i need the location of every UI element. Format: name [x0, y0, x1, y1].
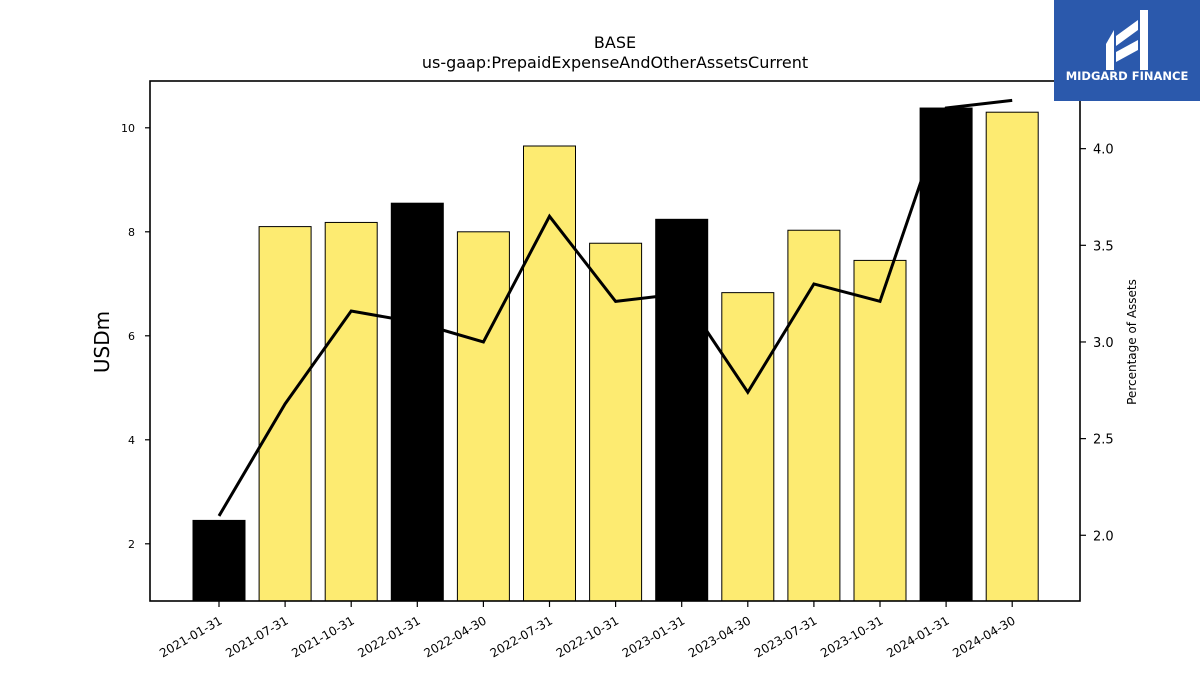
y-tick-label: 2 — [128, 538, 135, 551]
x-tick-label: 2021-10-31 — [289, 613, 356, 660]
bar — [324, 221, 378, 602]
x-tick-label: 2024-01-31 — [884, 613, 951, 660]
series-line — [217, 98, 1013, 517]
bar — [390, 202, 444, 602]
bar — [456, 231, 510, 602]
x-tick-label: 2022-10-31 — [554, 613, 621, 660]
x-tick-label: 2023-04-30 — [686, 613, 753, 660]
bar — [721, 292, 775, 602]
bar — [192, 519, 246, 602]
x-tick-label: 2023-01-31 — [620, 613, 687, 660]
x-tick-label: 2021-07-31 — [223, 613, 290, 660]
bar — [985, 111, 1039, 602]
y2-tick-label: 3.0 — [1093, 336, 1114, 351]
x-tick-label: 2021-01-31 — [157, 613, 224, 660]
x-tick-label: 2023-07-31 — [752, 613, 819, 660]
logo-text: MIDGARD FINANCE — [1066, 69, 1189, 83]
bar — [258, 226, 312, 602]
bar — [919, 107, 973, 602]
y2-tick-label: 2.0 — [1093, 529, 1114, 544]
bar — [853, 259, 907, 602]
chart-title: BASE — [594, 33, 636, 52]
bar — [589, 242, 643, 602]
x-tick-label: 2024-04-30 — [950, 613, 1017, 660]
x-tick-label: 2023-10-31 — [818, 613, 885, 660]
bars-group — [192, 107, 1039, 602]
y-tick-label: 4 — [128, 434, 135, 447]
y2-tick-label: 4.0 — [1093, 143, 1114, 158]
logo-mark-icon — [1106, 10, 1148, 70]
y2-axis-label: Percentage of Assets — [1125, 279, 1139, 405]
x-tick-label: 2022-07-31 — [488, 613, 555, 660]
y-tick-label: 8 — [128, 226, 135, 239]
y2-tick-label: 2.5 — [1093, 433, 1114, 448]
chart-subtitle: us-gaap:PrepaidExpenseAndOtherAssetsCurr… — [422, 53, 808, 72]
y-tick-label: 10 — [121, 122, 135, 135]
y-tick-label: 6 — [128, 330, 135, 343]
y-axis-label: USDm — [90, 311, 114, 373]
y2-tick-label: 3.5 — [1093, 239, 1114, 254]
bar — [787, 229, 841, 602]
brand-logo: MIDGARD FINANCE — [1054, 0, 1200, 101]
x-tick-label: 2022-04-30 — [421, 613, 488, 660]
bar — [655, 218, 709, 602]
bar — [523, 145, 576, 602]
line-group — [217, 98, 1013, 517]
x-tick-label: 2022-01-31 — [355, 613, 422, 660]
